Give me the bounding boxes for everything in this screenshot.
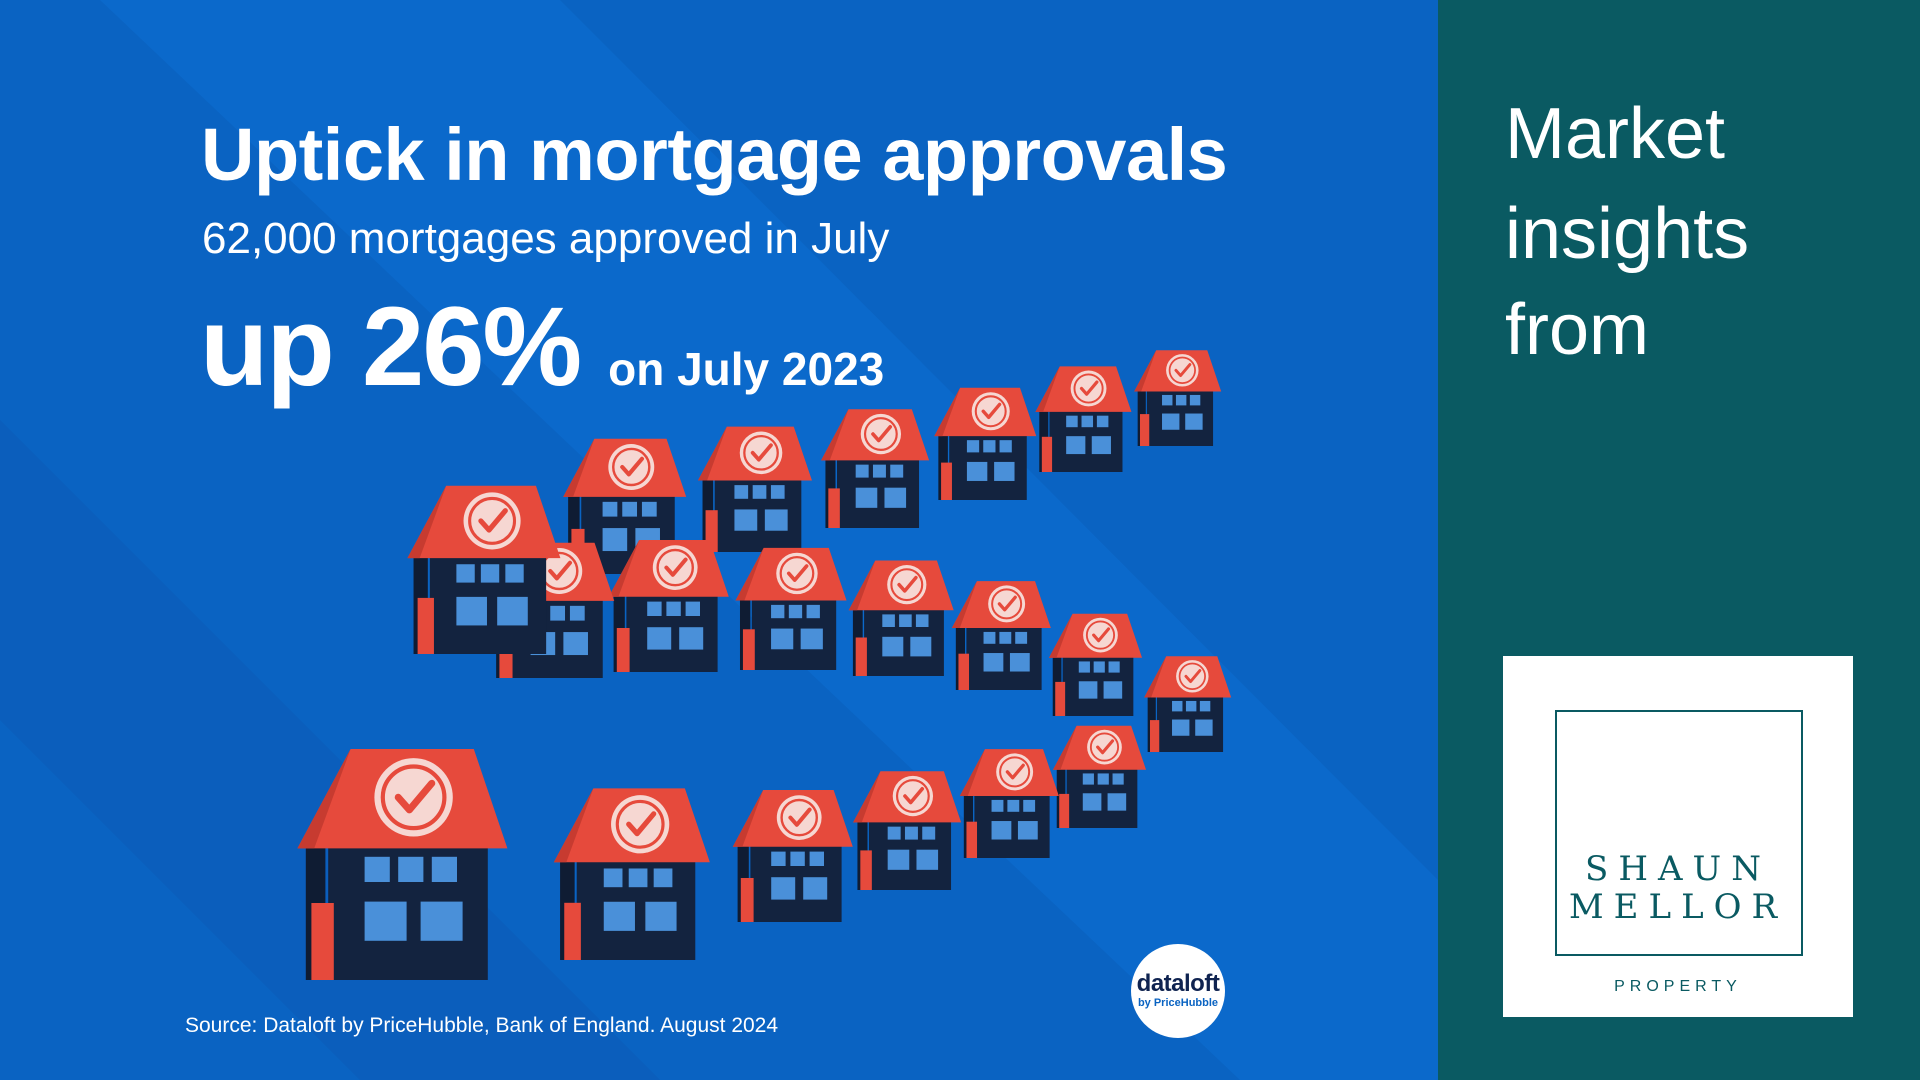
sidebar-line-market: Market [1505, 94, 1726, 174]
checkmark-badge-icon [608, 444, 655, 490]
dataloft-name: dataloft [1136, 969, 1220, 997]
house-icon [959, 749, 1059, 858]
house-icon [697, 426, 812, 552]
house-icon [553, 788, 710, 960]
house-icon [853, 771, 962, 890]
checkmark-badge-icon [1087, 729, 1122, 765]
infographic-panel: Uptick in mortgage approvals 62,000 mort… [0, 0, 1438, 1080]
house-icon [848, 560, 954, 676]
house-icon [821, 409, 930, 528]
checkmark-badge-icon [776, 552, 818, 595]
house-icon [735, 547, 847, 670]
checkmark-badge-icon [652, 545, 698, 590]
house-icon [1144, 656, 1232, 752]
sidebar-line-insights: insights [1505, 194, 1750, 274]
subline: 62,000 mortgages approved in July [202, 214, 890, 263]
house-icon [407, 485, 561, 654]
house-icon [951, 581, 1051, 690]
checkmark-badge-icon [1166, 354, 1199, 387]
dataloft-by: by PriceHubble [1137, 996, 1219, 1009]
checkmark-badge-icon [971, 392, 1010, 431]
checkmark-badge-icon [887, 565, 927, 605]
checkmark-badge-icon [892, 775, 934, 817]
house-icon [1049, 613, 1143, 716]
logo-word-shaun: SHAUN [1585, 849, 1771, 889]
headline: Uptick in mortgage approvals [201, 113, 1228, 196]
houses-illustration [297, 350, 1232, 980]
logo-frame [1555, 710, 1803, 956]
logo-word-mellor: MELLOR [1568, 887, 1788, 927]
checkmark-badge-icon [536, 548, 583, 594]
logo-word-property: PROPERTY [1614, 978, 1742, 995]
house-icon [1053, 725, 1147, 828]
house-icon [934, 387, 1037, 500]
house-icon [1134, 350, 1222, 446]
stat-big: up 26% [200, 284, 582, 409]
sidebar-line-from: from [1505, 290, 1649, 370]
checkmark-badge-icon [1083, 617, 1118, 653]
checkmark-badge-icon [463, 492, 521, 550]
checkmark-badge-icon [996, 753, 1034, 791]
checkmark-badge-icon [739, 431, 783, 475]
checkmark-badge-icon [776, 795, 822, 840]
checkmark-badge-icon [860, 413, 902, 455]
stat-small: on July 2023 [608, 343, 885, 395]
shaun-mellor-logo: SHAUN MELLOR PROPERTY [1503, 656, 1853, 1017]
house-icon [608, 540, 729, 672]
dataloft-logo: dataloft by PriceHubble [1131, 944, 1225, 1038]
stat-line: up 26% on July 2023 [200, 282, 884, 411]
source-note: Source: Dataloft by PriceHubble, Bank of… [185, 1014, 779, 1037]
checkmark-badge-icon [611, 795, 670, 854]
checkmark-badge-icon [374, 758, 453, 837]
checkmark-badge-icon [988, 585, 1026, 623]
house-icon [732, 790, 853, 922]
house-icon [297, 749, 508, 980]
checkmark-badge-icon [1070, 370, 1107, 407]
house-icon [1035, 366, 1132, 472]
checkmark-badge-icon [1176, 660, 1209, 693]
